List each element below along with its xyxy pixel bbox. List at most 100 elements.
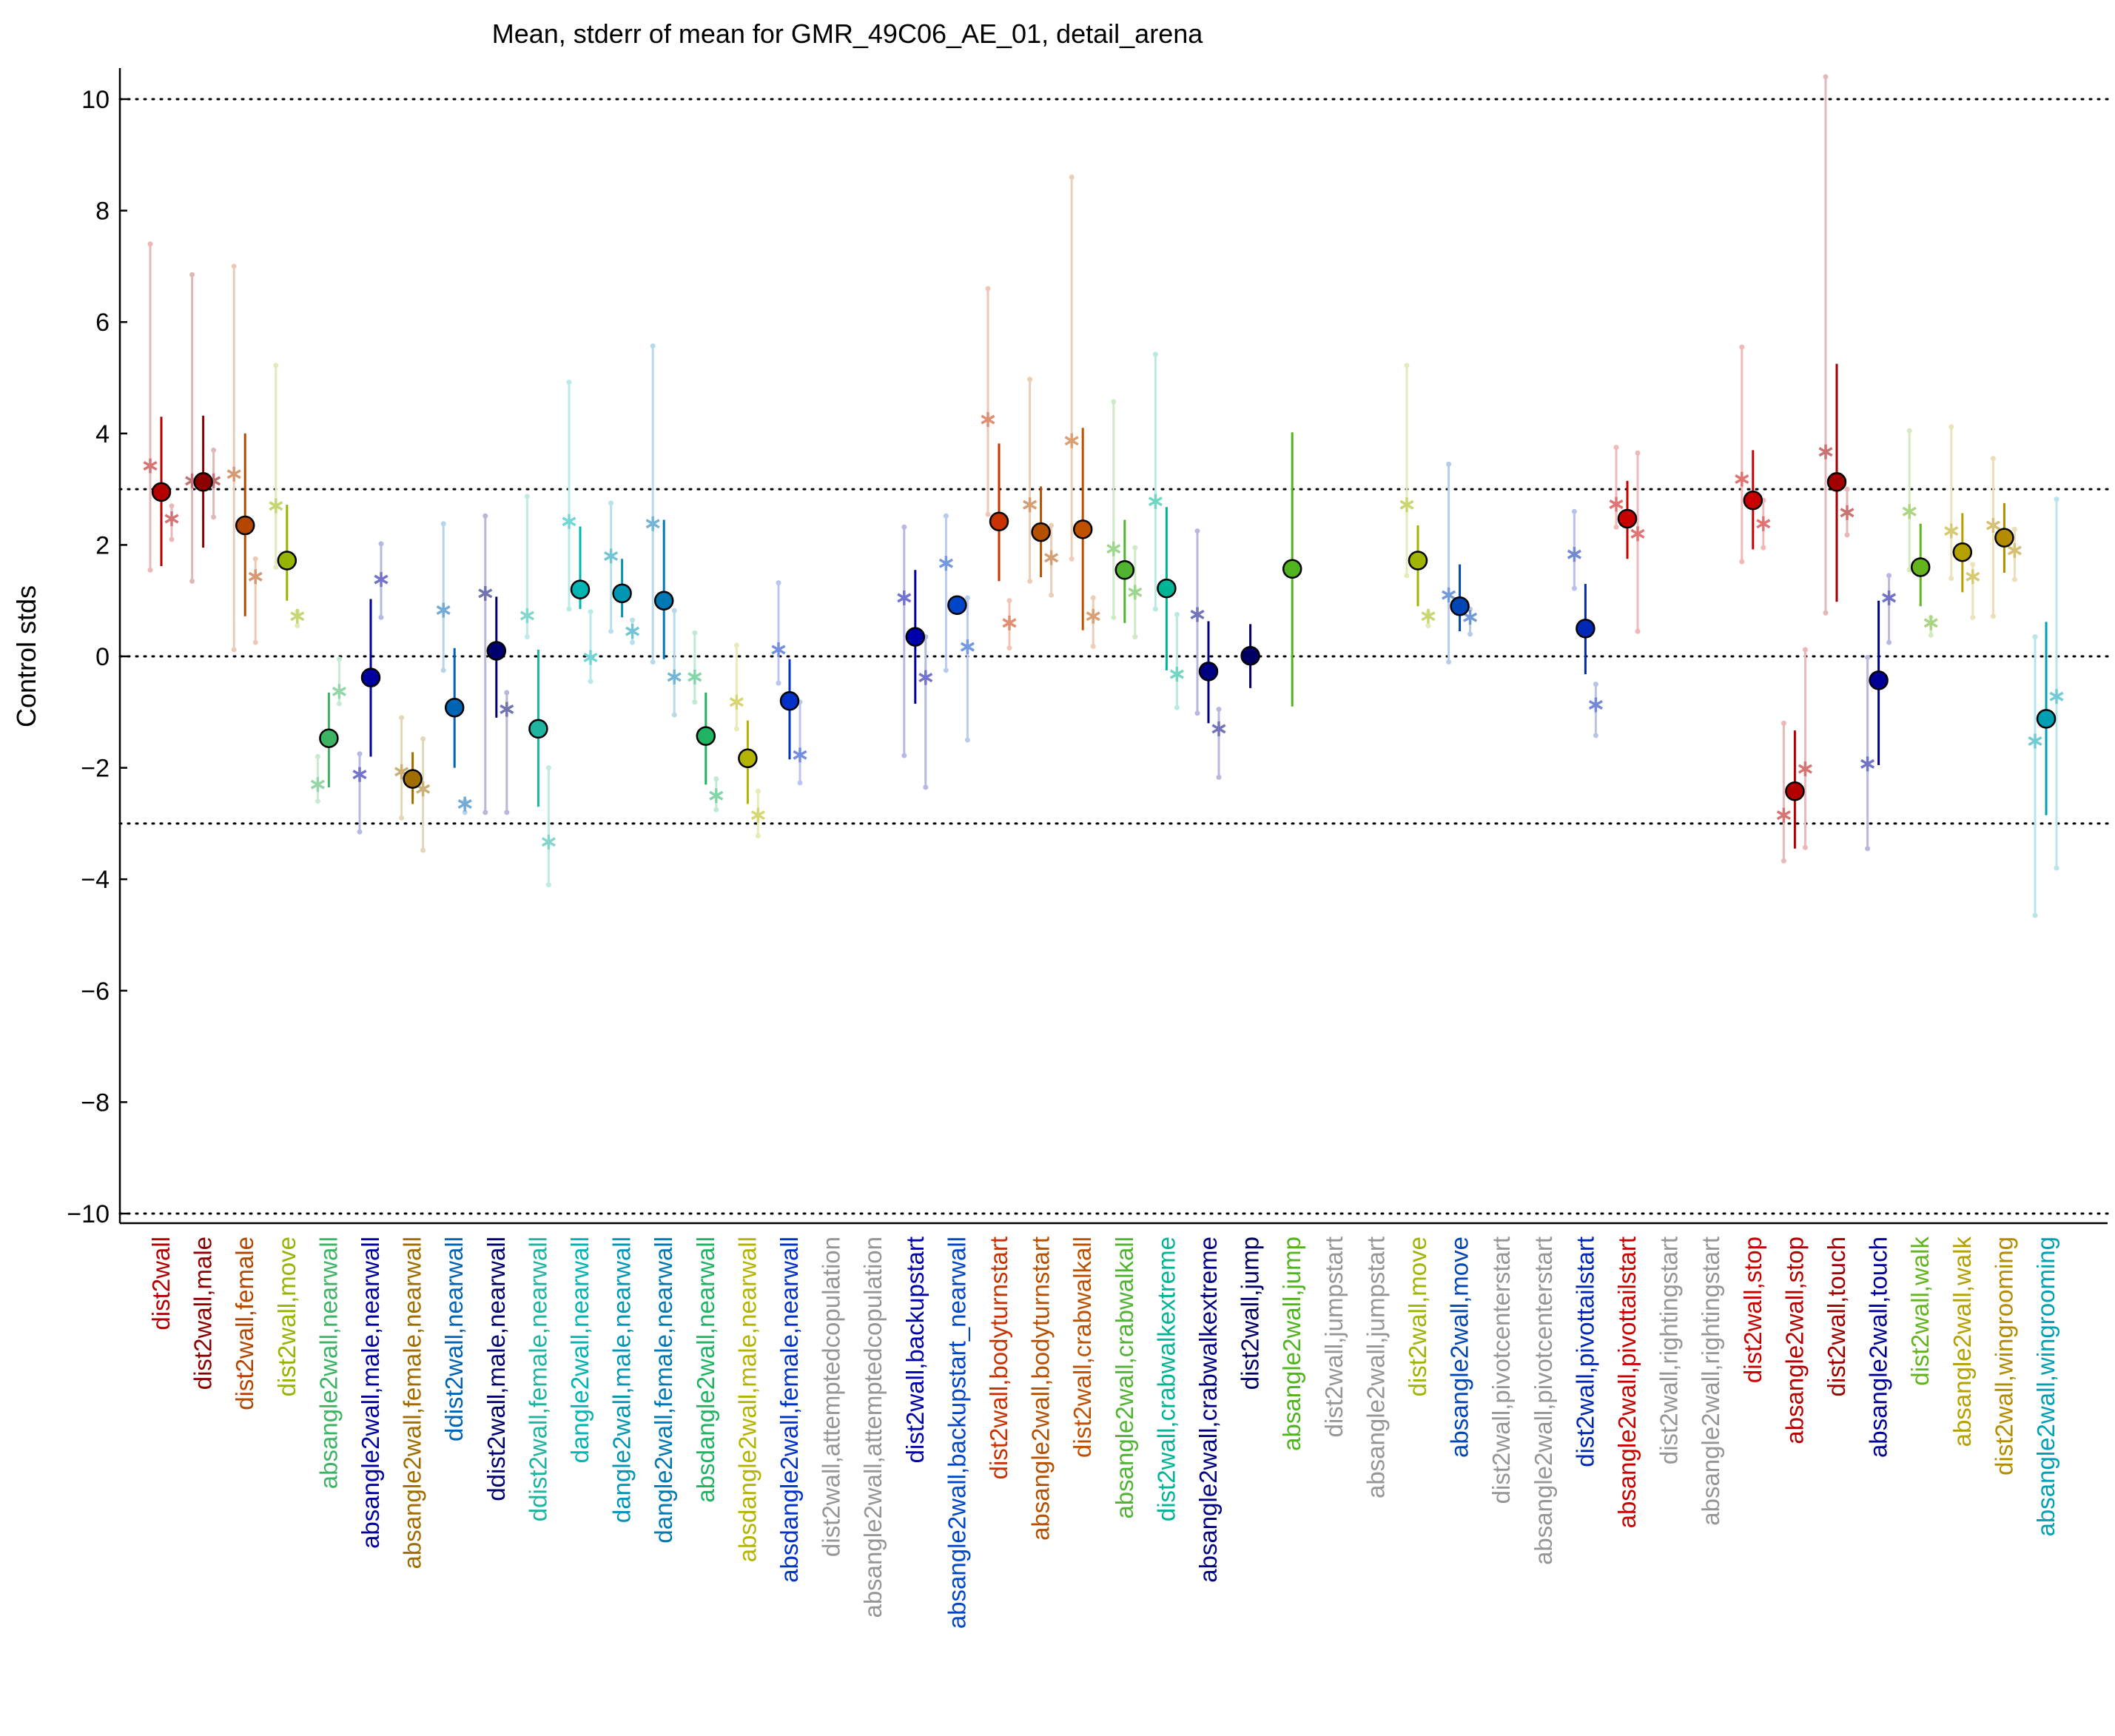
range-end-point [1027,578,1033,584]
range-end-point [588,679,594,684]
asterisk-marker-stroke [1798,764,1812,774]
y-tick-label: 8 [95,198,110,226]
range-end-point [336,701,342,707]
y-axis: −10 −8 −6 −4 −2 0 2 4 6 8 10 [67,68,127,1228]
range-end-point [1049,592,1055,598]
range-end-point [1781,720,1786,726]
asterisk-marker-stroke [519,610,534,621]
x-tick-label: absangle2wall,jump [1278,1237,1305,1451]
range-end-point [169,536,175,542]
mean-marker [779,690,800,711]
asterisk-marker-stroke [625,626,640,636]
x-tick-label: absangle2wall,backupstart_nearwall [943,1237,970,1629]
range-end-point [2054,865,2059,871]
mean-marker [1450,596,1470,616]
x-tick-label: dist2wall,attemptedcopulation [818,1237,845,1557]
x-tick-label: absangle2wall,walk [1948,1237,1976,1447]
mean-marker [193,472,213,492]
asterisk-marker-stroke [269,501,283,511]
range-end-point [504,690,510,696]
range-end-point [1844,532,1850,538]
x-tick-label: dangle2wall,nearwall [566,1237,594,1463]
x-tick-label: dist2wall,bodyturnstart [985,1237,1012,1479]
y-tick-label: −10 [67,1200,110,1228]
mean-marker [1198,662,1219,682]
mean-marker [947,595,967,615]
asterisk-marker-stroke [1128,587,1143,597]
asterisk-marker-stroke [897,593,912,603]
mean-marker [1826,472,1847,492]
range-end-point [1090,643,1096,649]
x-tick-label: dist2wall,pivottailstart [1571,1237,1598,1467]
range-end-point [1928,632,1934,638]
range-end-point [211,514,217,520]
range-end-point [1823,74,1829,80]
range-end-point [608,500,614,506]
range-end-point [1049,522,1055,528]
asterisk-marker-stroke [1735,474,1749,485]
range-end-point [964,737,970,743]
mean-marker [1282,559,1302,579]
range-end-point [692,630,698,636]
x-tick-label: absangle2wall,attemptedcopulation [859,1237,887,1618]
asterisk-marker-stroke [1923,618,1938,628]
x-tick-label: absangle2wall,pivottailstart [1613,1237,1641,1528]
y-tick-label: 6 [95,309,110,337]
range-end-point [713,807,719,813]
range-end-point [901,524,907,530]
asterisk-marker-stroke [436,605,451,616]
x-tick-label: absangle2wall,male,nearwall [357,1237,384,1549]
asterisk-marker-stroke [1776,810,1791,821]
range-end-point [964,595,970,601]
range-end-point [440,667,446,673]
range-end-point [1467,631,1473,637]
asterisk-marker-stroke [1023,499,1038,510]
y-axis-label: Control stds [11,585,41,727]
range-end-point [504,810,510,815]
range-end-point [2054,497,2059,502]
range-end-point [420,847,426,853]
range-end-point [1865,655,1871,661]
range-end-point [733,642,739,648]
mean-marker [403,769,423,789]
range-end-point [630,639,636,645]
range-end-point [755,788,761,794]
mean-marker [612,583,632,604]
asterisk-marker-stroke [2028,736,2042,746]
range-end-point [588,609,594,615]
asterisk-marker-stroke [1086,611,1100,622]
range-end-point [1802,647,1808,653]
asterisk-marker-stroke [918,673,933,683]
asterisk-marker-stroke [2007,545,2022,556]
range-end-point [440,521,446,527]
x-tick-label: dist2wall,pivotcenterstart [1487,1237,1515,1504]
asterisk-marker-stroke [1588,699,1603,710]
range-end-point [336,656,342,662]
x-tick-label: ddist2wall,female,nearwall [524,1237,551,1521]
asterisk-marker-stroke [562,517,576,527]
asterisk-marker-stroke [1463,612,1478,622]
asterisk-marker-stroke [310,779,325,790]
y-tick-label: −8 [81,1089,110,1117]
x-tick-label: absangle2wall,rightingstart [1697,1237,1724,1526]
y-tick-label: 10 [81,86,110,114]
asterisk-marker-stroke [771,645,786,655]
asterisk-marker-stroke [583,652,598,663]
range-end-point [315,798,320,804]
range-end-point [545,882,551,888]
asterisk-marker-stroke [2049,691,2064,702]
asterisk-marker-stroke [1211,724,1226,734]
range-end-point [733,726,739,732]
range-end-point [1216,707,1222,713]
asterisk-marker-stroke [374,574,389,585]
asterisk-marker-stroke [1044,553,1059,563]
range-end-point [1194,710,1200,716]
asterisk-marker-stroke [1421,611,1436,622]
range-end-point [524,634,530,640]
mean-marker [1952,542,1973,562]
asterisk-marker-stroke [1064,436,1079,446]
asterisk-marker-stroke [1756,519,1771,529]
range-end-point [482,810,488,815]
asterisk-marker-stroke [1002,618,1017,628]
range-end-point [357,751,363,757]
